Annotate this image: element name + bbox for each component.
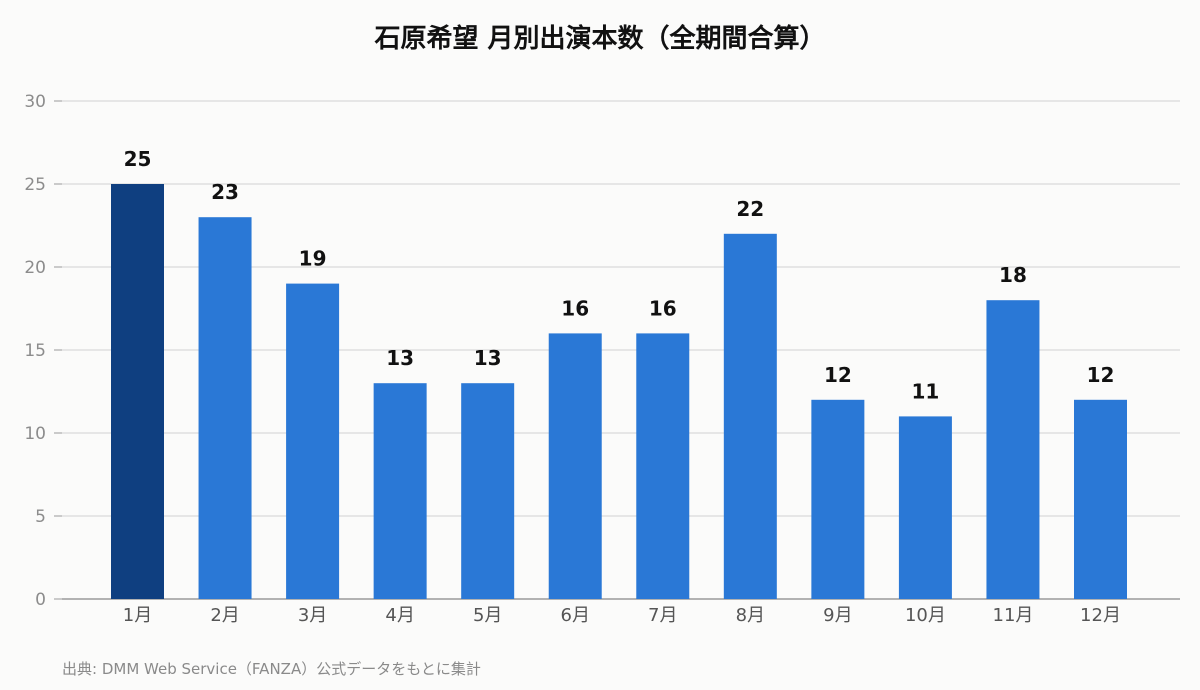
y-tick-label: 25 [24,175,46,195]
data-label: 16 [561,296,589,320]
x-category-label: 5月 [473,605,502,626]
chart-title: 石原希望 月別出演本数（全期間合算） [374,24,826,54]
data-label: 25 [124,147,152,171]
bar [111,184,164,599]
x-category-label: 2月 [210,605,239,626]
bar [286,283,340,599]
bar [636,333,690,599]
data-label: 23 [211,180,239,204]
x-category-label: 11月 [993,605,1034,626]
data-label: 19 [299,247,327,271]
data-label: 13 [474,346,502,370]
bar [1074,399,1127,599]
data-label: 22 [736,197,764,221]
data-label: 13 [386,346,414,370]
x-category-label: 3月 [298,605,327,626]
data-label: 11 [911,379,939,403]
x-category-label: 1月 [123,605,152,626]
source-note: 出典: DMM Web Service（FANZA）公式データをもとに集計 [62,660,481,678]
bar [986,300,1040,599]
y-tick-label: 0 [35,590,46,610]
bar [723,233,777,600]
x-category-label: 12月 [1080,605,1121,626]
bars [111,184,1127,600]
data-label: 12 [1087,363,1115,387]
y-tick-label: 5 [35,507,46,527]
x-category-label: 10月 [905,605,946,626]
x-category-label: 7月 [648,605,677,626]
y-tick-label: 15 [24,341,46,361]
bar [548,333,602,599]
data-label: 16 [649,296,677,320]
x-category-label: 6月 [561,605,590,626]
bar [461,383,515,599]
bar [373,383,427,599]
y-tick-label: 20 [24,258,46,278]
data-label: 18 [999,263,1027,287]
bar [811,399,865,599]
x-category-label: 4月 [385,605,414,626]
data-label: 12 [824,363,852,387]
y-tick-label: 10 [24,424,46,444]
y-tick-label: 30 [24,92,46,112]
bar [198,217,252,599]
x-category-label: 9月 [823,605,852,626]
labels: 0 5 10 15 20 25 30 25 1月 23 2月 19 3月 13 4月 13 5月 16 6月 16 7月… [24,92,1121,626]
bar [898,416,952,599]
x-category-label: 8月 [736,605,765,626]
